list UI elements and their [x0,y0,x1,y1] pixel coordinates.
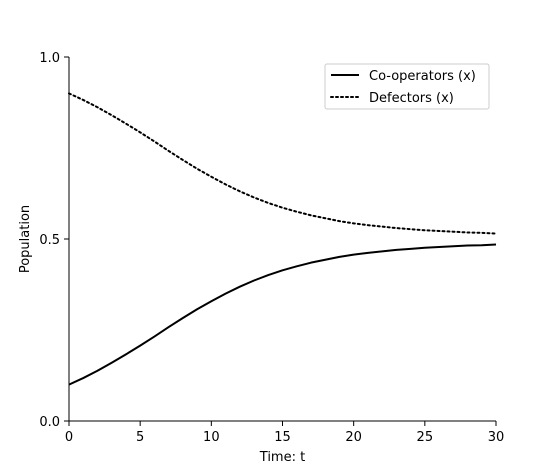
x-ticks: 0 5 10 15 20 25 30 [65,421,504,445]
x-axis-label: Time: t [259,450,305,465]
y-tick-label: 0.0 [39,415,60,430]
legend-box [324,63,490,110]
legend-label-defectors: Defectors (x) [369,91,454,106]
x-tick-label: 5 [136,430,144,445]
plot-lines [68,92,497,386]
x-tick-label: 15 [274,430,291,445]
y-tick-label: 0.5 [39,233,60,248]
legend-label-cooperators: Co-operators (x) [369,69,476,84]
series-line-defectors [68,92,497,235]
y-ticks: 0.0 0.5 1.0 [39,51,69,430]
x-tick-label: 10 [203,430,220,445]
y-axis-label: Population [18,205,33,273]
series-line-cooperators [68,243,497,386]
x-tick-label: 30 [488,430,505,445]
x-tick-label: 20 [345,430,362,445]
x-tick-label: 0 [65,430,73,445]
x-tick-label: 25 [417,430,434,445]
legend: Co-operators (x) Defectors (x) [324,63,490,110]
y-tick-label: 1.0 [39,51,60,66]
